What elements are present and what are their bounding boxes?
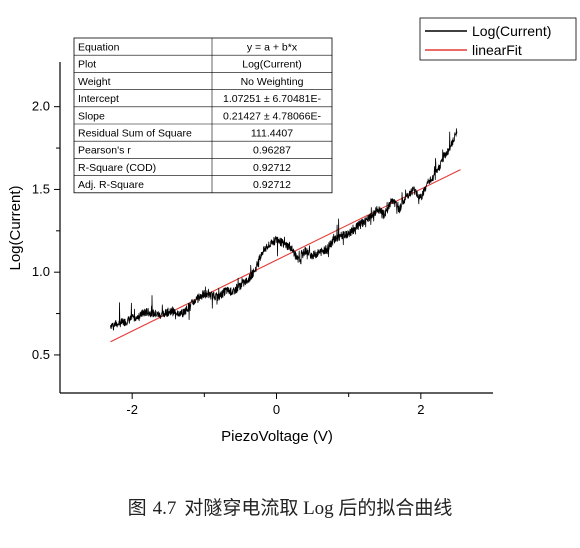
fit-table-label: Weight — [78, 76, 111, 88]
x-tick-label: -2 — [126, 402, 138, 417]
x-axis-label: PiezoVoltage (V) — [221, 428, 333, 445]
fit-table-value: 0.92712 — [253, 162, 291, 174]
caption-figure-word: 图 — [127, 498, 147, 519]
caption-figure-number: 4.7 — [152, 498, 177, 519]
fit-table-value: 0.92712 — [253, 179, 291, 191]
fit-table-label: Intercept — [78, 93, 119, 105]
fit-table-value: No Weighting — [241, 76, 304, 88]
series-layer — [110, 128, 461, 343]
fit-table-label: R-Square (COD) — [78, 162, 156, 174]
y-tick-label: 0.5 — [32, 347, 50, 362]
x-tick-label: 0 — [273, 402, 280, 417]
chart: -2 0 2 0.5 1.0 1.5 2.0 Equation y = a + b*x Plo… — [7, 17, 577, 445]
legend-label-log-current: Log(Current) — [472, 23, 551, 39]
fit-table-value: y = a + b*x — [247, 42, 298, 54]
legend-label-linear-fit: linearFit — [472, 42, 522, 58]
fit-table-value: 0.96287 — [253, 145, 291, 157]
fit-table-label: Slope — [78, 110, 105, 122]
y-tick-label: 2.0 — [32, 99, 50, 114]
legend-box — [419, 17, 577, 61]
legend: Log(Current) linearFit — [419, 17, 577, 61]
fit-table-label: Plot — [78, 59, 96, 71]
fit-table-label: Pearson's r — [78, 145, 131, 157]
fit-table-value: 0.21427 ± 4.78066E- — [223, 110, 322, 122]
log-current-series-line — [110, 128, 458, 331]
fit-table-value: 1.07251 ± 6.70481E- — [223, 93, 322, 105]
y-ticks: 0.5 1.0 1.5 2.0 — [32, 99, 60, 362]
y-axis-label: Log(Current) — [7, 185, 24, 270]
y-tick-label: 1.5 — [32, 181, 50, 196]
x-tick-label: 2 — [417, 402, 424, 417]
fit-table-label: Adj. R-Square — [78, 179, 144, 191]
fit-table-label: Residual Sum of Square — [78, 128, 192, 140]
x-ticks: -2 0 2 — [126, 393, 424, 417]
figure-caption: 图 4.7 对隧穿电流取 Log 后的拟合曲线 — [0, 493, 580, 520]
fit-table-border — [73, 37, 333, 194]
y-tick-label: 1.0 — [32, 264, 50, 279]
fit-statistics-table: Equation y = a + b*x Plot Log(Current) Weigh… — [73, 37, 333, 194]
fit-table-value: Log(Current) — [242, 59, 302, 71]
fit-table-label: Equation — [78, 42, 120, 54]
fit-table-value: 111.4407 — [251, 128, 293, 140]
caption-text: 对隧穿电流取 Log 后的拟合曲线 — [184, 498, 453, 519]
